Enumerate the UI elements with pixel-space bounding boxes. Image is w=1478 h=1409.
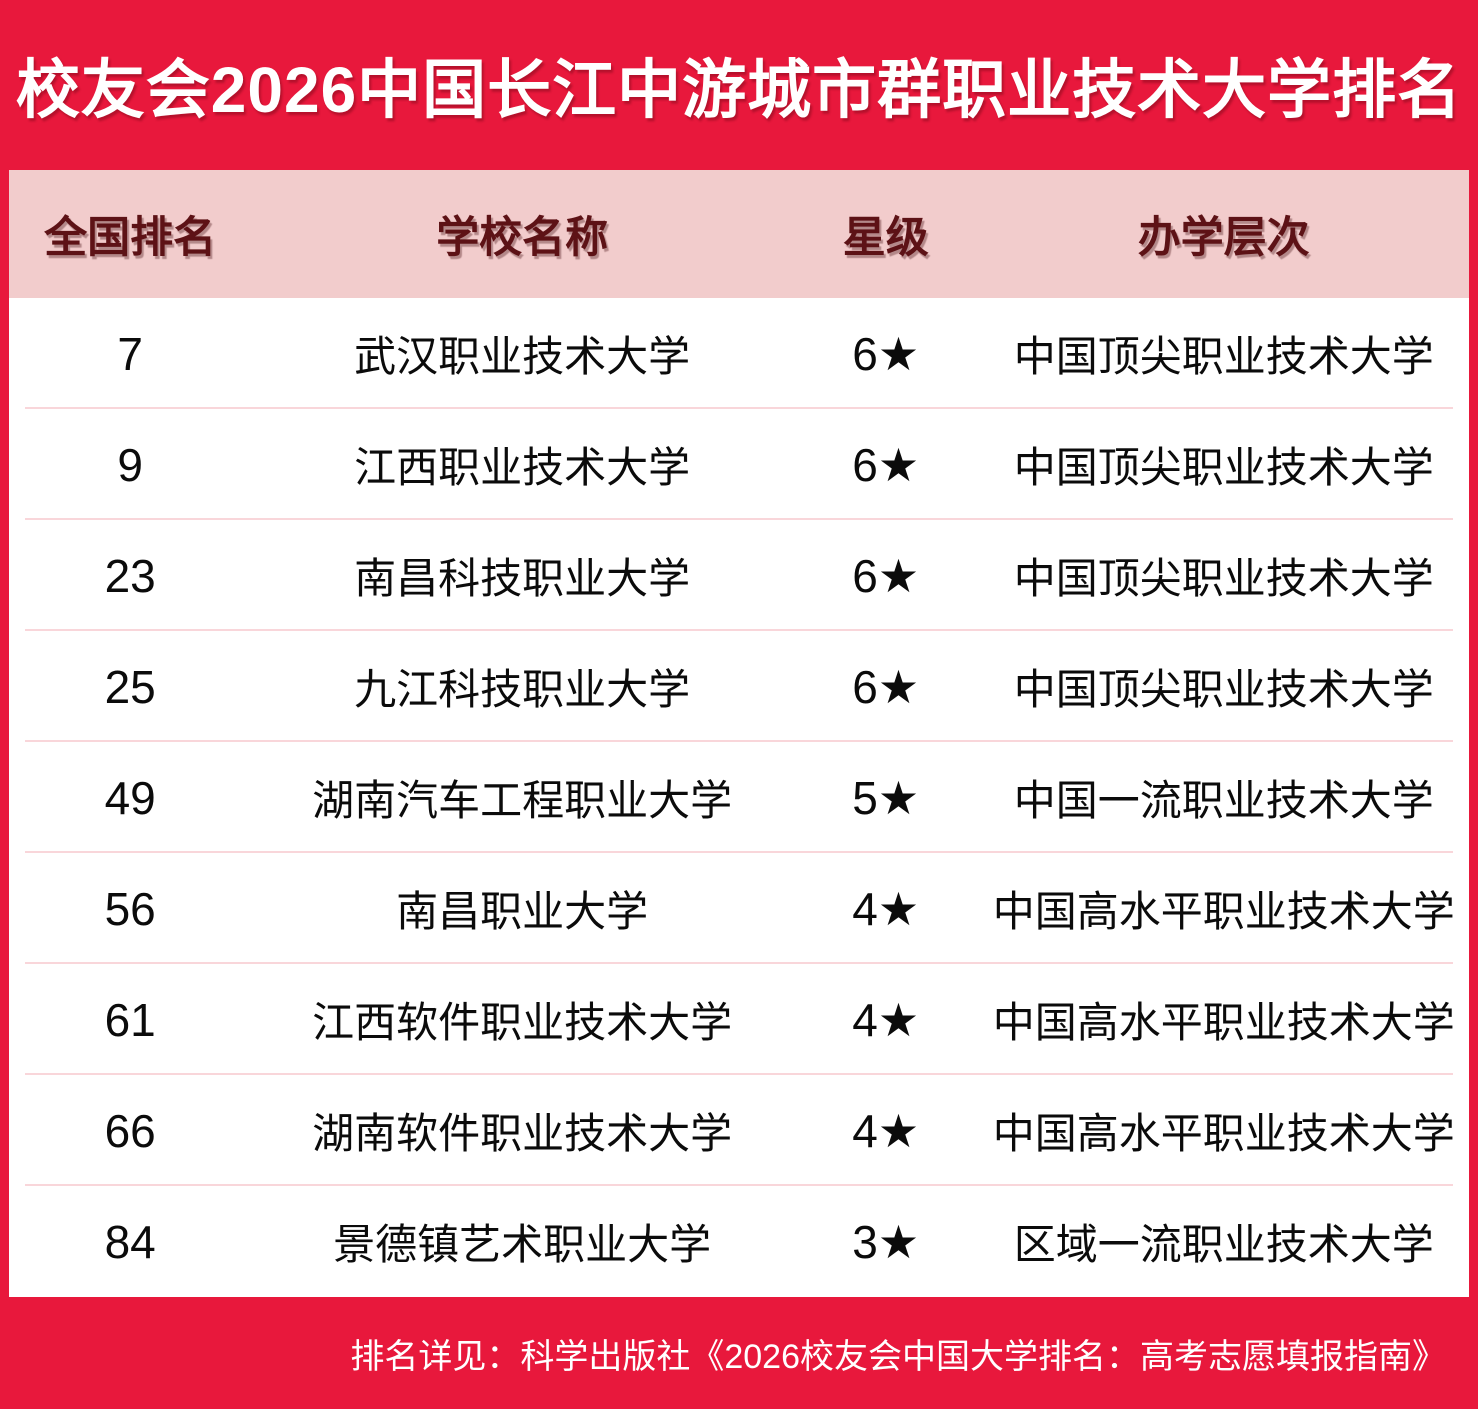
school-name-cell: 景德镇艺术职业大学 (333, 1221, 712, 1268)
school-name-cell: 湖南汽车工程职业大学 (312, 777, 733, 824)
column-header-level: 办学层次 (1137, 214, 1310, 262)
star-rating-cell: 5★ (852, 771, 920, 824)
school-name-cell: 南昌职业大学 (396, 888, 649, 935)
level-cell: 中国高水平职业技术大学 (992, 1110, 1455, 1157)
column-header-rank: 全国排名 (44, 214, 217, 262)
star-rating-cell: 6★ (852, 660, 920, 713)
level-cell: 中国顶尖职业技术大学 (1013, 666, 1434, 713)
star-rating-cell: 6★ (852, 438, 920, 491)
star-rating-cell: 6★ (852, 327, 920, 380)
table-row: 56 南昌职业大学 4★ 中国高水平职业技术大学 (9, 853, 1469, 964)
table-row: 9 江西职业技术大学 6★ 中国顶尖职业技术大学 (9, 409, 1469, 520)
rank-cell: 23 (104, 549, 156, 602)
table-row: 61 江西软件职业技术大学 4★ 中国高水平职业技术大学 (9, 964, 1469, 1075)
footer-bar: 排名详见：科学出版社《2026校友会中国大学排名：高考志愿填报指南》 (0, 1297, 1478, 1409)
level-cell: 中国顶尖职业技术大学 (1013, 333, 1434, 380)
table-row: 23 南昌科技职业大学 6★ 中国顶尖职业技术大学 (9, 520, 1469, 631)
school-name-cell: 武汉职业技术大学 (354, 333, 691, 380)
star-rating-cell: 3★ (852, 1215, 920, 1268)
rank-cell: 56 (104, 882, 156, 935)
school-name-cell: 南昌科技职业大学 (354, 555, 691, 602)
rank-cell: 66 (104, 1104, 156, 1157)
level-cell: 中国一流职业技术大学 (1013, 777, 1434, 824)
rank-cell: 49 (104, 771, 156, 824)
table-row: 84 景德镇艺术职业大学 3★ 区域一流职业技术大学 (9, 1186, 1469, 1297)
star-rating-cell: 4★ (852, 1104, 920, 1157)
rank-cell: 84 (104, 1215, 156, 1268)
table-row: 7 武汉职业技术大学 6★ 中国顶尖职业技术大学 (9, 298, 1469, 409)
school-name-cell: 九江科技职业大学 (354, 666, 691, 713)
page-title: 校友会2026中国长江中游城市群职业技术大学排名 (15, 54, 1463, 126)
table-row: 25 九江科技职业大学 6★ 中国顶尖职业技术大学 (9, 631, 1469, 742)
ranking-table: 全国排名 学校名称 星级 办学层次 7 武汉职业技术大学 6★ 中国顶尖职业技术大学 9… (9, 170, 1469, 1297)
star-rating-cell: 4★ (852, 993, 920, 1046)
school-name-cell: 湖南软件职业技术大学 (312, 1110, 733, 1157)
table-header: 全国排名 学校名称 星级 办学层次 (9, 170, 1469, 298)
rank-cell: 61 (104, 993, 156, 1046)
level-cell: 中国顶尖职业技术大学 (1013, 444, 1434, 491)
star-rating-cell: 4★ (852, 882, 920, 935)
rank-cell: 7 (117, 327, 143, 380)
table-body: 7 武汉职业技术大学 6★ 中国顶尖职业技术大学 9 江西职业技术大学 6★ 中国顶尖职业技术… (9, 298, 1469, 1297)
level-cell: 中国高水平职业技术大学 (992, 999, 1455, 1046)
rank-cell: 25 (104, 660, 156, 713)
table-row: 66 湖南软件职业技术大学 4★ 中国高水平职业技术大学 (9, 1075, 1469, 1186)
table-row: 49 湖南汽车工程职业大学 5★ 中国一流职业技术大学 (9, 742, 1469, 853)
source-note: 排名详见：科学出版社《2026校友会中国大学排名：高考志愿填报指南》 (350, 1337, 1446, 1376)
column-header-school: 学校名称 (436, 214, 609, 262)
column-header-stars: 星级 (842, 214, 929, 262)
level-cell: 区域一流职业技术大学 (1013, 1221, 1434, 1268)
school-name-cell: 江西软件职业技术大学 (312, 999, 733, 1046)
school-name-cell: 江西职业技术大学 (354, 444, 691, 491)
page-title-banner: 校友会2026中国长江中游城市群职业技术大学排名 (0, 0, 1478, 170)
star-rating-cell: 6★ (852, 549, 920, 602)
level-cell: 中国高水平职业技术大学 (992, 888, 1455, 935)
level-cell: 中国顶尖职业技术大学 (1013, 555, 1434, 602)
rank-cell: 9 (117, 438, 143, 491)
